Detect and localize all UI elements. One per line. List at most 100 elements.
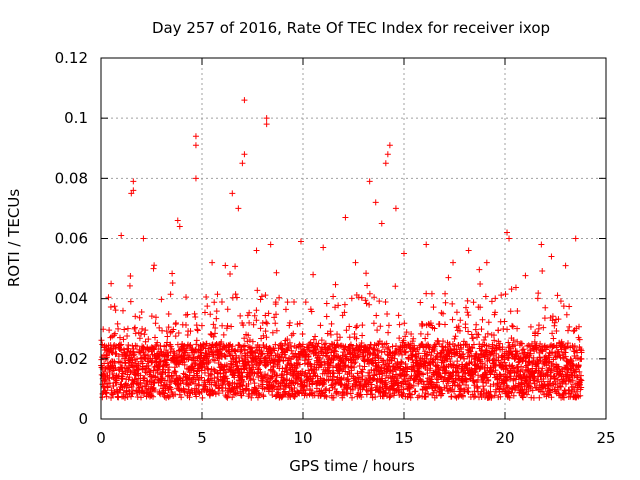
data-point: [386, 142, 393, 149]
data-point: [309, 381, 316, 388]
data-point: [224, 392, 231, 399]
data-point: [514, 307, 521, 314]
data-point: [353, 322, 360, 329]
data-point: [291, 298, 298, 305]
data-point: [253, 317, 260, 324]
data-point: [323, 313, 330, 320]
data-point: [226, 342, 233, 349]
data-point: [370, 320, 377, 327]
data-point: [332, 281, 339, 288]
data-point: [430, 304, 437, 311]
data-point: [245, 359, 252, 366]
data-point: [334, 352, 341, 359]
data-point: [235, 354, 242, 361]
data-point: [205, 357, 212, 364]
data-point: [182, 322, 189, 329]
data-point: [131, 351, 138, 358]
data-point: [207, 311, 214, 318]
data-point: [219, 322, 226, 329]
data-point: [359, 322, 366, 329]
data-point: [445, 274, 452, 281]
data-point: [167, 291, 174, 298]
data-point: [138, 394, 145, 401]
data-point: [347, 390, 354, 397]
data-point: [310, 336, 317, 343]
data-point: [164, 333, 171, 340]
x-tick-label: 5: [197, 429, 207, 447]
data-point: [198, 322, 205, 329]
data-point: [138, 309, 145, 316]
data-point: [232, 291, 239, 298]
data-point: [366, 290, 373, 297]
data-point: [273, 386, 280, 393]
data-point: [116, 342, 123, 349]
data-point: [532, 329, 539, 336]
data-point: [149, 357, 156, 364]
data-point: [343, 327, 350, 334]
data-point: [264, 372, 271, 379]
data-point: [258, 351, 265, 358]
data-point: [525, 342, 532, 349]
data-point: [323, 350, 330, 357]
data-point: [460, 338, 467, 345]
data-point: [542, 304, 549, 311]
data-point: [326, 346, 333, 353]
data-point: [344, 384, 351, 391]
data-point: [204, 303, 211, 310]
data-point: [115, 394, 122, 401]
data-point: [284, 376, 291, 383]
data-point: [215, 390, 222, 397]
data-point: [279, 372, 286, 379]
data-point: [311, 361, 318, 368]
data-point: [377, 323, 384, 330]
data-point: [326, 387, 333, 394]
data-point: [202, 381, 209, 388]
data-point: [251, 380, 258, 387]
data-point: [535, 290, 542, 297]
data-point: [241, 97, 248, 104]
data-point: [168, 386, 175, 393]
data-point: [152, 314, 159, 321]
data-point: [106, 380, 113, 387]
data-point: [539, 268, 546, 275]
data-point: [101, 370, 108, 377]
data-point: [364, 282, 371, 289]
data-point: [401, 320, 408, 327]
data-point: [382, 299, 389, 306]
data-point: [175, 329, 182, 336]
data-point: [278, 345, 285, 352]
data-point: [150, 265, 157, 272]
data-point: [322, 392, 329, 399]
data-point: [363, 270, 370, 277]
data-point: [449, 300, 456, 307]
data-point: [371, 294, 378, 301]
data-point: [513, 348, 520, 355]
data-point: [442, 290, 449, 297]
data-point: [334, 337, 341, 344]
data-point: [312, 333, 319, 340]
data-point: [131, 324, 138, 331]
data-point: [527, 323, 534, 330]
data-point: [112, 330, 119, 337]
data-point: [353, 324, 360, 331]
data-point: [106, 368, 113, 375]
data-point: [196, 381, 203, 388]
data-point: [124, 333, 131, 340]
data-point: [244, 358, 251, 365]
data-point: [422, 335, 429, 342]
data-point: [236, 358, 243, 365]
data-point: [176, 374, 183, 381]
data-point: [172, 320, 179, 327]
data-point: [253, 307, 260, 314]
data-point: [169, 280, 176, 287]
data-point: [282, 306, 289, 313]
data-point: [218, 298, 225, 305]
data-points: [98, 97, 585, 401]
data-point: [184, 311, 191, 318]
data-point: [340, 374, 347, 381]
data-point: [246, 319, 253, 326]
data-point: [572, 235, 579, 242]
data-point: [263, 334, 270, 341]
data-point: [286, 392, 293, 399]
data-point: [151, 387, 158, 394]
